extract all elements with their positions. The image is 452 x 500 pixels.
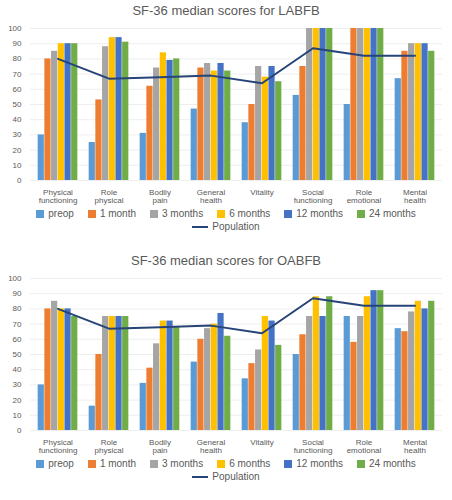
html-text:6 months: 6 months (229, 208, 271, 219)
svg-text:Roleemotional: Roleemotional (347, 438, 382, 455)
svg-text:Socialfunctioning: Socialfunctioning (294, 188, 333, 205)
html-text:SF-36 median scores for OABFB: SF-36 median scores for OABFB (131, 253, 321, 268)
svg-text:Physicalfunctioning: Physicalfunctioning (39, 438, 78, 455)
svg-text:Vitality: Vitality (250, 188, 273, 197)
svg-text:20: 20 (13, 146, 22, 155)
svg-text:Generalhealth: Generalhealth (197, 438, 226, 455)
svg-text:20: 20 (13, 396, 22, 405)
svg-text:50: 50 (13, 350, 22, 359)
svg-text:50: 50 (13, 100, 22, 109)
svg-text:30: 30 (13, 130, 22, 139)
svg-text:Mentalhealth: Mentalhealth (403, 188, 427, 205)
svg-text:70: 70 (13, 70, 22, 79)
svg-text:Physicalfunctioning: Physicalfunctioning (39, 188, 78, 205)
html-text:1 month: 1 month (99, 208, 136, 219)
svg-text:Bodilypain: Bodilypain (149, 188, 171, 205)
html-text:3 months: 3 months (162, 458, 204, 469)
svg-text:Bodilypain: Bodilypain (149, 438, 171, 455)
svg-text:Vitality: Vitality (250, 438, 273, 447)
svg-text:Roleemotional: Roleemotional (347, 188, 382, 205)
svg-text:70: 70 (13, 320, 22, 329)
svg-text:90: 90 (13, 39, 22, 48)
svg-text:30: 30 (13, 380, 22, 389)
html-text:1 month: 1 month (99, 458, 136, 469)
svg-text:80: 80 (13, 304, 22, 313)
svg-text:40: 40 (13, 365, 22, 374)
svg-text:90: 90 (13, 289, 22, 298)
html-text:12 months: 12 months (296, 208, 343, 219)
svg-text:100: 100 (8, 274, 22, 283)
html-text:SF-36 median scores for LABFB: SF-36 median scores for LABFB (132, 3, 320, 18)
html-text:12 months: 12 months (296, 458, 343, 469)
html-text:3 months: 3 months (162, 208, 204, 219)
html-text:Population: Population (212, 471, 260, 482)
svg-text:60: 60 (13, 85, 22, 94)
svg-text:80: 80 (13, 54, 22, 63)
svg-text:100: 100 (8, 24, 22, 33)
html-text:24 months: 24 months (369, 208, 416, 219)
svg-text:60: 60 (13, 335, 22, 344)
html-text:preop: preop (48, 458, 74, 469)
svg-text:0: 0 (17, 176, 22, 185)
svg-text:Rolephysical: Rolephysical (95, 188, 124, 205)
svg-text:Generalhealth: Generalhealth (197, 188, 226, 205)
html-text:6 months: 6 months (229, 458, 271, 469)
html-text:Population: Population (212, 221, 260, 232)
svg-text:10: 10 (13, 411, 22, 420)
svg-text:0: 0 (17, 426, 22, 435)
svg-text:Mentalhealth: Mentalhealth (403, 438, 427, 455)
html-text:preop: preop (48, 208, 74, 219)
svg-text:10: 10 (13, 161, 22, 170)
svg-text:Socialfunctioning: Socialfunctioning (294, 438, 333, 455)
html-text:24 months: 24 months (369, 458, 416, 469)
svg-text:40: 40 (13, 115, 22, 124)
svg-text:Rolephysical: Rolephysical (95, 438, 124, 455)
